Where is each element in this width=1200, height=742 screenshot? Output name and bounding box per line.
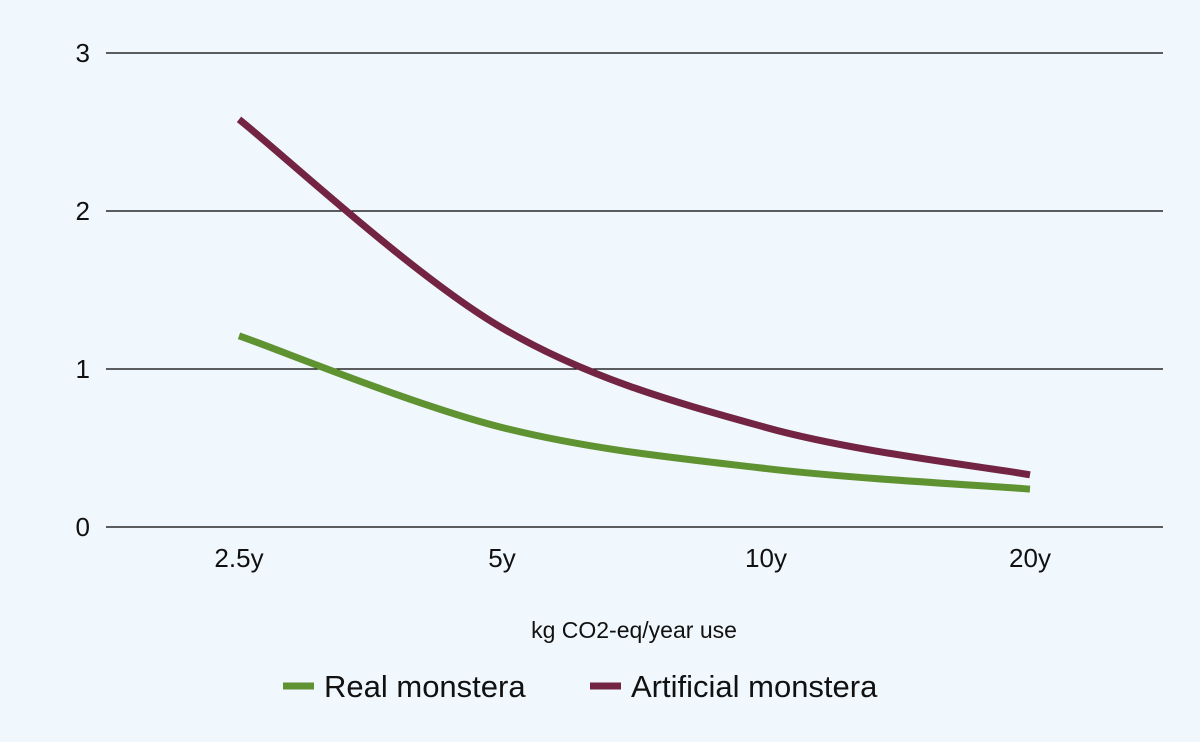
x-axis-label: kg CO2-eq/year use — [531, 617, 737, 643]
x-tick-label: 5y — [488, 543, 515, 573]
series-line-real-monstera — [237, 332, 1031, 493]
y-tick-label: 1 — [76, 354, 90, 384]
x-axis-ticks: 2.5y 5y 10y 20y — [214, 543, 1051, 573]
x-tick-label: 20y — [1009, 543, 1051, 573]
x-tick-label: 10y — [745, 543, 787, 573]
series-lines — [236, 116, 1031, 493]
y-axis-ticks: 0 1 2 3 — [76, 38, 90, 542]
series-line-artificial-monstera — [236, 116, 1031, 479]
legend: Real monstera Artificial monstera — [283, 669, 878, 704]
y-tick-label: 3 — [76, 38, 90, 68]
y-tick-label: 0 — [76, 512, 90, 542]
x-tick-label: 2.5y — [214, 543, 263, 573]
gridlines — [106, 52, 1163, 528]
legend-label-artificial-monstera: Artificial monstera — [631, 669, 878, 704]
y-tick-label: 2 — [76, 196, 90, 226]
legend-label-real-monstera: Real monstera — [324, 669, 526, 704]
